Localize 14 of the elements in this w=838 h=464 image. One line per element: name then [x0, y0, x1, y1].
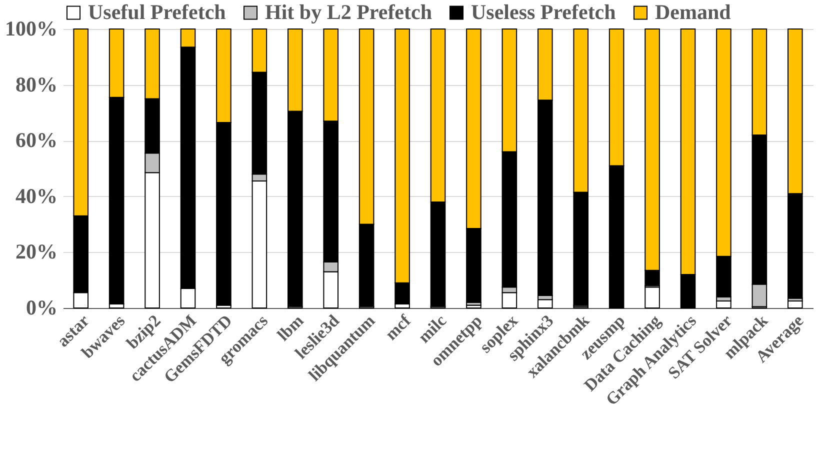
legend-label: Useful Prefetch	[88, 0, 226, 24]
x-tick-label: mcf	[382, 310, 415, 344]
legend-label: Demand	[655, 0, 732, 24]
y-tick-label: 60%	[16, 128, 58, 152]
y-tick-label: 0%	[26, 296, 58, 320]
bar	[538, 299, 553, 308]
y-tick-label: 80%	[16, 72, 58, 96]
legend-label: Hit by L2 Prefetch	[265, 0, 432, 24]
y-tick-label: 40%	[16, 184, 58, 208]
legend-label: Useless Prefetch	[471, 0, 616, 24]
bar	[788, 300, 803, 308]
bar	[716, 300, 732, 308]
y-tick-label: 20%	[16, 240, 58, 264]
y-tick-label: 100%	[5, 16, 58, 40]
